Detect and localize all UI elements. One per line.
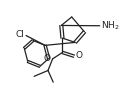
Text: O: O xyxy=(76,51,83,60)
Text: NH$_2$: NH$_2$ xyxy=(101,20,119,32)
Text: Cl: Cl xyxy=(16,31,25,39)
Text: O: O xyxy=(44,54,51,63)
